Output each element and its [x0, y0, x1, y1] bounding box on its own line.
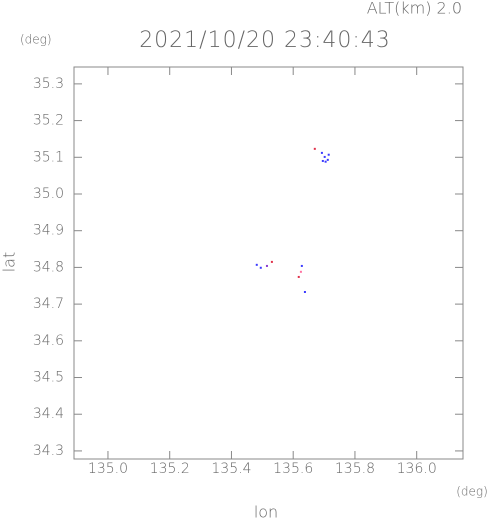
y-axis-label: lat [0, 252, 19, 273]
data-point [259, 266, 262, 269]
data-point [327, 153, 330, 156]
data-point [303, 290, 306, 293]
data-point [321, 159, 324, 162]
x-axis-label: lon [254, 503, 278, 521]
chart-title: 2021/10/20 23:40:43 [139, 28, 391, 53]
data-point [299, 270, 302, 273]
data-point [265, 264, 268, 267]
y-tick-label: 34.7 [33, 296, 64, 312]
x-tick-label: 135.2 [150, 461, 190, 477]
data-point [255, 263, 258, 266]
y-tick-label: 35.3 [33, 76, 64, 92]
y-tick-label: 34.9 [33, 223, 64, 239]
x-tick-label: 135.8 [335, 461, 375, 477]
y-tick-label: 35.1 [33, 149, 64, 165]
data-point [270, 260, 273, 263]
data-point [320, 151, 323, 154]
data-point [313, 147, 316, 150]
data-point [323, 155, 326, 158]
plot-frame [73, 66, 464, 460]
x-tick-label: 136.0 [397, 461, 437, 477]
x-tick-label: 135.0 [88, 461, 128, 477]
data-point [324, 160, 327, 163]
data-point [326, 158, 329, 161]
x-unit: (deg) [456, 485, 488, 499]
data-point [297, 275, 300, 278]
y-tick-label: 34.5 [33, 370, 64, 386]
x-tick-label: 135.4 [211, 461, 251, 477]
y-tick-label: 34.6 [33, 333, 64, 349]
y-tick-label: 35.0 [33, 186, 64, 202]
data-point [300, 264, 303, 267]
y-tick-label: 34.8 [33, 259, 64, 275]
y-tick-label: 34.3 [33, 443, 64, 459]
y-tick-label: 34.4 [33, 406, 64, 422]
altitude-label: ALT(km) 2.0 [367, 0, 462, 18]
y-unit: (deg) [20, 33, 52, 47]
x-tick-label: 135.6 [273, 461, 313, 477]
y-tick-label: 35.2 [33, 113, 64, 129]
